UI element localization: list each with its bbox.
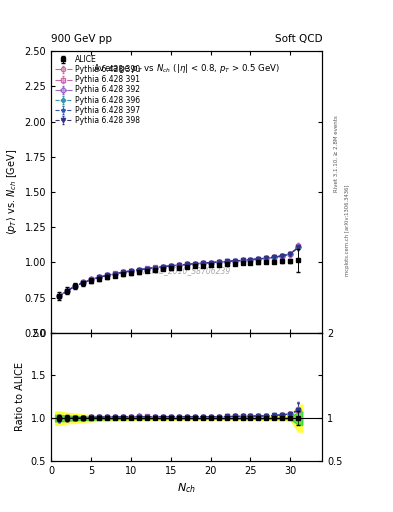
Text: ALICE_2010_S8706239: ALICE_2010_S8706239 <box>143 266 231 275</box>
Text: 900 GeV pp: 900 GeV pp <box>51 33 112 44</box>
Text: Rivet 3.1.10, ≥ 2.8M events: Rivet 3.1.10, ≥ 2.8M events <box>334 115 338 192</box>
Text: Average $p_T$ vs $N_{ch}$ ($|\eta|$ < 0.8, $p_T$ > 0.5 GeV): Average $p_T$ vs $N_{ch}$ ($|\eta|$ < 0.… <box>93 62 280 75</box>
Y-axis label: Ratio to ALICE: Ratio to ALICE <box>15 362 25 431</box>
Y-axis label: $\langle p_T \rangle$ vs. $N_{ch}$ [GeV]: $\langle p_T \rangle$ vs. $N_{ch}$ [GeV] <box>5 149 19 235</box>
X-axis label: $N_{ch}$: $N_{ch}$ <box>177 481 196 495</box>
Text: Soft QCD: Soft QCD <box>275 33 322 44</box>
Text: mcplots.cern.ch [arXiv:1306.3436]: mcplots.cern.ch [arXiv:1306.3436] <box>345 185 350 276</box>
Legend: ALICE, Pythia 6.428 390, Pythia 6.428 391, Pythia 6.428 392, Pythia 6.428 396, P: ALICE, Pythia 6.428 390, Pythia 6.428 39… <box>53 53 141 126</box>
